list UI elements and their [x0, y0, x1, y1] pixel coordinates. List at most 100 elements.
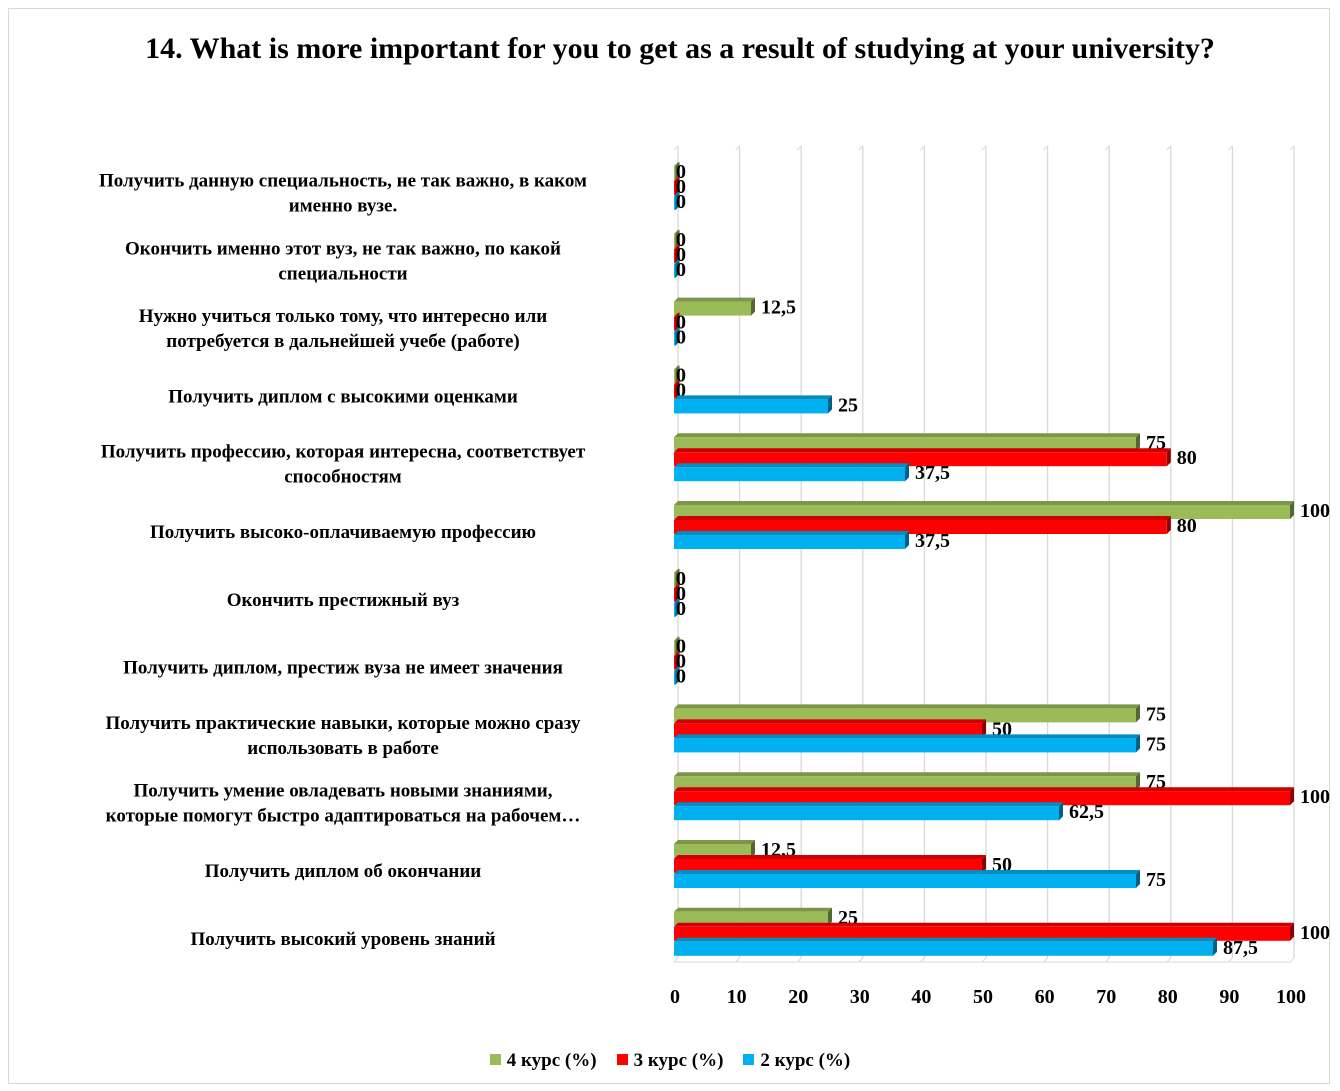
bar-side: [1166, 516, 1171, 534]
bar-side: [905, 463, 909, 482]
bar-side: [1166, 448, 1171, 467]
category-label: Получить профессию, которая интересна, с…: [101, 442, 586, 463]
bar-side: [675, 312, 680, 331]
bar-top: [674, 907, 832, 912]
legend-item: 4 курс (%): [489, 1050, 597, 1072]
bar: [674, 806, 1059, 821]
gridline-top: [796, 145, 802, 151]
bar: [674, 844, 751, 858]
bar-side: [751, 297, 755, 316]
bar: [674, 572, 676, 587]
data-label: 0: [676, 176, 686, 198]
data-label: 0: [676, 583, 686, 605]
bar: [674, 602, 676, 617]
data-label: 0: [676, 666, 686, 688]
data-label: 0: [676, 636, 686, 658]
bar-side: [1290, 787, 1294, 806]
bar-side: [675, 636, 680, 655]
bar-top: [674, 365, 680, 370]
bar: [674, 776, 1136, 791]
category-label: Получить диплом, престиж вуза не имеет з…: [123, 658, 563, 679]
bar-top: [674, 802, 1063, 807]
bar: [674, 859, 982, 873]
legend-item: 3 курс (%): [616, 1050, 724, 1072]
gridline-floor: [1289, 957, 1295, 963]
bar-side: [982, 719, 986, 738]
gridline-floor: [1043, 957, 1048, 963]
gridline-floor: [1104, 957, 1110, 963]
data-label: 25: [838, 394, 858, 416]
x-tick-label: 60: [1035, 986, 1055, 1008]
bar-side: [675, 365, 680, 384]
bar-top: [674, 666, 680, 671]
data-label: 100: [1300, 500, 1330, 522]
gridline-top: [1228, 145, 1233, 151]
bar: [674, 655, 676, 670]
bar-side: [1213, 937, 1217, 956]
category-label: Получить данную специальность, не так ва…: [99, 171, 587, 192]
bar-top: [674, 719, 986, 724]
bar: [674, 301, 751, 316]
bar-top: [674, 297, 755, 302]
category-label: Получить диплом с высокими оценками: [168, 386, 518, 407]
bar-side: [675, 162, 680, 180]
data-label: 37,5: [915, 462, 950, 484]
legend-swatch: [489, 1054, 501, 1065]
bar-side: [675, 229, 680, 248]
bar-top: [674, 734, 1140, 739]
gridline-top: [1104, 145, 1110, 151]
data-label: 80: [1177, 515, 1197, 537]
legend-label: 3 курс (%): [633, 1050, 724, 1071]
x-tick-label: 40: [911, 986, 931, 1008]
gridline-top: [735, 145, 740, 151]
bar: [674, 911, 828, 926]
bar-side: [675, 651, 680, 670]
bar-top: [674, 192, 680, 196]
bar-top: [674, 259, 680, 264]
data-label: 100: [1300, 922, 1330, 944]
bar: [674, 941, 1213, 956]
bar-side: [675, 568, 680, 587]
bar-side: [675, 244, 680, 263]
data-label: 0: [676, 312, 686, 334]
data-label: 100: [1300, 786, 1330, 808]
bar: [674, 670, 676, 685]
bar-top: [674, 568, 680, 573]
bar: [674, 316, 676, 331]
bar: [674, 452, 1167, 467]
category-label: которые помогут быстро адаптироваться на…: [106, 806, 581, 827]
bar-top: [674, 327, 680, 332]
bar-top: [674, 772, 1140, 777]
bar-side: [982, 855, 986, 873]
data-label: 75: [1146, 703, 1166, 725]
data-label: 0: [676, 364, 686, 386]
gridline-top: [673, 145, 679, 151]
data-label: 75: [1146, 869, 1166, 891]
legend-label: 4 курс (%): [506, 1050, 597, 1071]
bar-top: [674, 312, 680, 317]
bar-top: [674, 583, 680, 588]
bar: [674, 369, 676, 384]
bar: [674, 587, 676, 602]
bar: [674, 640, 676, 655]
bar-top: [674, 870, 1140, 874]
bar-side: [1136, 704, 1140, 723]
bar-top: [674, 598, 680, 603]
bar-top: [674, 433, 1140, 438]
gridline-top: [1166, 145, 1172, 151]
legend: 4 курс (%) 3 курс (%) 2 курс (%): [0, 1050, 1340, 1072]
x-tick-label: 50: [973, 986, 993, 1008]
category-label: Получить высоко-оплачиваемую профессию: [150, 522, 536, 543]
bar: [674, 738, 1136, 753]
gridline-top: [858, 145, 864, 151]
gridline-floor: [796, 957, 802, 963]
bar-top: [674, 516, 1171, 520]
bar: [674, 166, 676, 180]
x-tick-label: 90: [1219, 986, 1239, 1008]
x-tick-label: 20: [788, 986, 808, 1008]
category-label: именно вузе.: [289, 196, 397, 217]
category-label: способностям: [284, 467, 402, 488]
x-tick-label: 0: [670, 986, 680, 1008]
bar-side: [675, 177, 680, 195]
bar: [674, 233, 676, 248]
